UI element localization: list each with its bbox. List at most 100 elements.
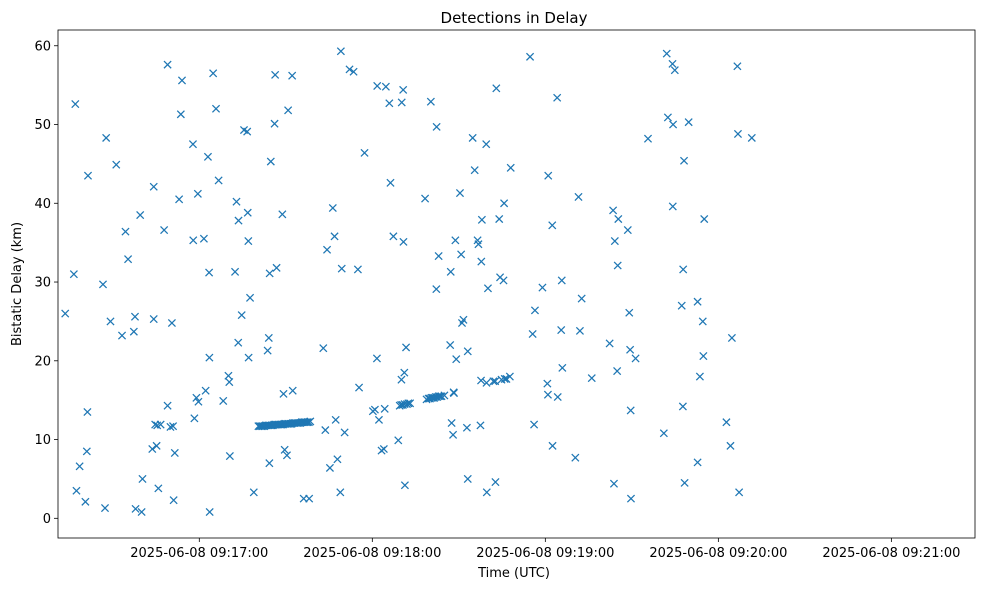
chart-title: Detections in Delay bbox=[441, 9, 588, 27]
data-point bbox=[659, 429, 668, 438]
data-point bbox=[381, 82, 390, 91]
data-point bbox=[306, 417, 315, 426]
data-point bbox=[449, 389, 458, 398]
data-point bbox=[432, 122, 441, 131]
data-point bbox=[432, 285, 441, 294]
data-point bbox=[491, 377, 500, 386]
data-point bbox=[244, 353, 253, 362]
data-point bbox=[246, 293, 255, 302]
data-point bbox=[100, 504, 110, 513]
data-point bbox=[121, 227, 130, 236]
data-point bbox=[353, 265, 362, 274]
data-point bbox=[305, 494, 314, 503]
data-point bbox=[225, 378, 234, 387]
data-point bbox=[231, 267, 240, 276]
data-point bbox=[272, 263, 281, 272]
data-point bbox=[613, 261, 622, 270]
data-point bbox=[214, 176, 223, 185]
data-point bbox=[149, 182, 158, 191]
data-point bbox=[190, 414, 199, 423]
data-point bbox=[543, 390, 552, 399]
data-point bbox=[325, 463, 334, 472]
data-point bbox=[394, 436, 403, 445]
data-point bbox=[614, 214, 623, 224]
data-point bbox=[482, 140, 491, 149]
data-point bbox=[631, 354, 640, 363]
data-point bbox=[154, 484, 163, 493]
data-point bbox=[266, 157, 275, 166]
data-point bbox=[557, 326, 566, 335]
data-point bbox=[500, 199, 509, 208]
data-point bbox=[72, 486, 81, 495]
data-point bbox=[188, 140, 197, 149]
data-point bbox=[482, 378, 491, 387]
data-point bbox=[505, 372, 514, 381]
data-point bbox=[463, 474, 472, 483]
data-point bbox=[177, 76, 187, 85]
y-tick-label: 0 bbox=[43, 512, 51, 527]
data-point bbox=[434, 251, 443, 261]
data-point bbox=[194, 397, 203, 406]
data-point bbox=[265, 459, 274, 468]
data-point bbox=[211, 104, 221, 113]
data-point bbox=[234, 338, 243, 347]
data-point bbox=[136, 211, 145, 220]
data-point bbox=[71, 99, 80, 109]
data-point bbox=[489, 377, 498, 386]
data-point bbox=[679, 156, 689, 165]
data-point bbox=[234, 216, 243, 225]
data-point bbox=[148, 444, 157, 454]
data-point bbox=[643, 134, 653, 143]
data-point bbox=[700, 214, 709, 224]
data-point bbox=[440, 391, 449, 400]
data-point bbox=[117, 331, 127, 340]
plot-frame bbox=[57, 29, 976, 539]
data-point bbox=[406, 399, 415, 408]
data-point bbox=[399, 237, 408, 246]
x-axis-label: Time (UTC) bbox=[477, 566, 550, 581]
data-point bbox=[131, 504, 140, 513]
data-point bbox=[623, 226, 632, 235]
data-point bbox=[693, 297, 702, 306]
data-point bbox=[399, 85, 408, 94]
data-point bbox=[502, 374, 511, 383]
data-point bbox=[278, 210, 287, 219]
data-point bbox=[677, 301, 686, 310]
data-point bbox=[669, 120, 678, 129]
data-point bbox=[333, 455, 342, 464]
data-point bbox=[587, 374, 596, 383]
data-point bbox=[244, 237, 253, 246]
data-point bbox=[199, 234, 208, 243]
data-point bbox=[336, 488, 345, 497]
data-point bbox=[483, 284, 492, 293]
data-point bbox=[474, 240, 483, 249]
data-point bbox=[374, 415, 383, 424]
data-point bbox=[577, 294, 586, 303]
data-point bbox=[349, 67, 358, 76]
data-point bbox=[446, 340, 455, 350]
data-point bbox=[727, 333, 736, 342]
data-point bbox=[75, 462, 84, 471]
data-point bbox=[166, 422, 175, 431]
data-point bbox=[482, 488, 491, 497]
data-point bbox=[402, 343, 411, 352]
data-point bbox=[243, 208, 252, 217]
data-point bbox=[201, 386, 210, 395]
data-point bbox=[280, 445, 289, 454]
x-tick-label: 2025-06-08 09:18:00 bbox=[303, 546, 441, 561]
data-point bbox=[225, 452, 234, 461]
data-point bbox=[169, 496, 178, 505]
data-point bbox=[698, 317, 707, 326]
data-point bbox=[457, 250, 466, 259]
data-point bbox=[83, 171, 93, 180]
data-point bbox=[193, 189, 202, 198]
data-point bbox=[575, 326, 584, 335]
data-point bbox=[149, 315, 158, 324]
data-point bbox=[205, 353, 214, 362]
data-point bbox=[328, 203, 337, 213]
data-point bbox=[83, 407, 92, 417]
data-point bbox=[625, 308, 634, 317]
data-point bbox=[605, 339, 614, 348]
data-point bbox=[152, 441, 161, 450]
data-point bbox=[192, 393, 201, 402]
